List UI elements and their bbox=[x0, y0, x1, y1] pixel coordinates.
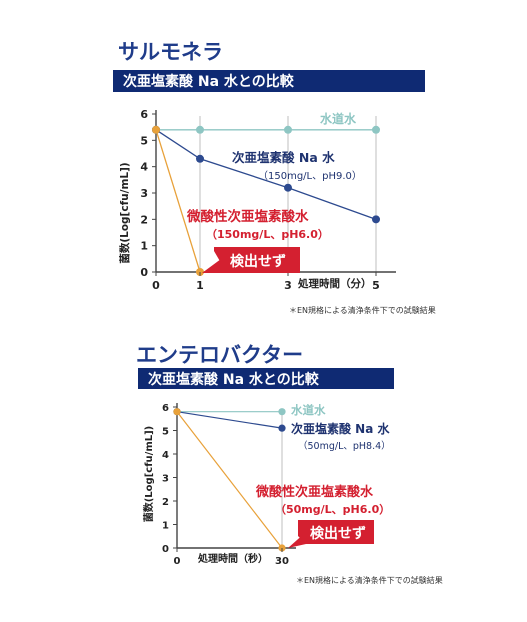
series-label-naclo-cond: （50mg/L、pH8.4） bbox=[298, 440, 391, 452]
x-tick-label: 0 bbox=[152, 279, 160, 292]
data-point-hocl bbox=[173, 408, 181, 416]
not-detected-badge: 検出せず bbox=[288, 520, 374, 548]
series-line-naclo bbox=[155, 129, 377, 220]
test-condition-note-1: ＊EN規格による清浄条件下での試験結果 bbox=[289, 306, 436, 315]
y-tick-label: 4 bbox=[162, 450, 169, 461]
comparison-banner-2: 次亜塩素酸 Na 水との比較 bbox=[138, 368, 394, 389]
y-tick-label: 1 bbox=[140, 240, 148, 253]
x-tick-label: 5 bbox=[372, 279, 380, 292]
data-point-naclo bbox=[196, 154, 204, 163]
y-tick-label: 5 bbox=[162, 427, 169, 438]
series-line-hocl bbox=[176, 411, 283, 549]
y-axis-label: 菌数(Log[cfu/mL]) bbox=[118, 162, 131, 263]
data-point-tap-water bbox=[372, 125, 380, 134]
y-tick-label: 2 bbox=[162, 497, 169, 508]
y-tick-label: 3 bbox=[140, 187, 148, 200]
x-axis-label: 処理時間（秒） bbox=[197, 552, 268, 565]
section-title-salmonella: サルモネラ bbox=[118, 40, 223, 64]
y-tick-label: 6 bbox=[162, 403, 169, 414]
data-point-hocl bbox=[152, 125, 160, 134]
series-line-naclo bbox=[176, 411, 283, 429]
x-axis-label: 処理時間（分） bbox=[297, 277, 372, 290]
banner-text: 次亜塩素酸 Na 水との比較 bbox=[123, 74, 294, 90]
y-tick-label: 0 bbox=[162, 544, 169, 555]
data-point-tap-water bbox=[284, 125, 292, 134]
data-point-naclo bbox=[372, 215, 380, 224]
x-tick-label: 30 bbox=[275, 556, 289, 567]
y-tick-label: 6 bbox=[140, 108, 148, 121]
y-tick-label: 4 bbox=[140, 161, 148, 174]
banner-text: 次亜塩素酸 Na 水との比較 bbox=[148, 371, 319, 388]
badge-text: 検出せず bbox=[310, 525, 366, 542]
data-point-tap-water bbox=[278, 408, 286, 416]
y-tick-label: 1 bbox=[162, 521, 169, 532]
x-tick-label: 1 bbox=[196, 279, 204, 292]
series-label-tap-water: 水道水 bbox=[320, 111, 357, 126]
series-label-hocl-cond: （150mg/L、pH6.0） bbox=[206, 228, 329, 241]
not-detected-badge: 検出せず bbox=[202, 247, 300, 273]
series-label-naclo: 次亜塩素酸 Na 水 bbox=[232, 150, 335, 165]
chart-enterobacter: 0 1 2 3 4 5 6 0 30 菌数(Log[cfu/mL]) 処理時間（秒） 水道水 次… bbox=[142, 403, 391, 567]
series-label-hocl: 微酸性次亜塩素酸水 bbox=[255, 484, 374, 500]
test-condition-note-2: ＊EN規格による清浄条件下での試験結果 bbox=[296, 576, 443, 585]
y-tick-label: 5 bbox=[140, 134, 148, 147]
x-tick-label: 0 bbox=[174, 556, 181, 567]
y-tick-label: 2 bbox=[140, 213, 148, 226]
badge-text: 検出せず bbox=[230, 253, 286, 270]
data-point-tap-water bbox=[196, 125, 204, 134]
y-tick-label: 3 bbox=[162, 474, 169, 485]
section-title-enterobacter: エンテロバクター bbox=[136, 343, 304, 367]
series-line-hocl bbox=[155, 129, 201, 273]
comparison-banner-1: 次亜塩素酸 Na 水との比較 bbox=[113, 70, 425, 92]
series-label-hocl: 微酸性次亜塩素酸水 bbox=[186, 208, 309, 225]
series-label-hocl-cond: （50mg/L、pH6.0） bbox=[275, 503, 390, 516]
data-point-naclo bbox=[284, 183, 292, 192]
y-tick-label: 0 bbox=[140, 266, 148, 279]
series-label-tap-water: 水道水 bbox=[291, 403, 326, 417]
series-label-naclo-cond: （150mg/L、pH9.0） bbox=[258, 170, 362, 182]
data-point-naclo bbox=[278, 424, 286, 432]
y-axis-label: 菌数(Log[cfu/mL]) bbox=[142, 426, 155, 523]
series-label-naclo: 次亜塩素酸 Na 水 bbox=[291, 421, 390, 436]
x-tick-label: 3 bbox=[284, 279, 292, 292]
